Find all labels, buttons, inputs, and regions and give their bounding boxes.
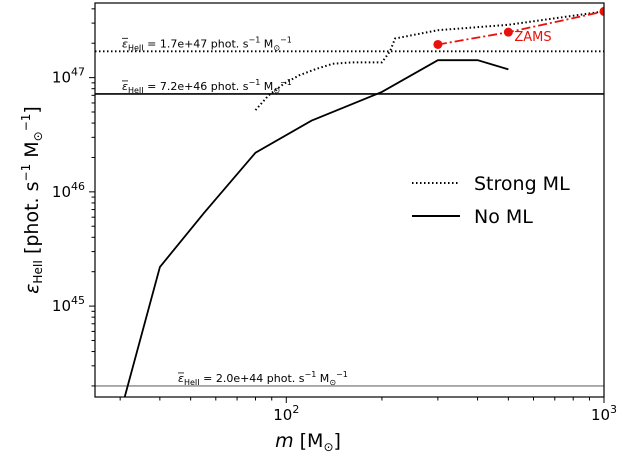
hline-label-2: εHeII = 2.0e+44 phot. s−1 M⊙−1 bbox=[178, 370, 348, 387]
hline-label-0: εHeII = 1.7e+47 phot. s−1 M⊙−1 bbox=[122, 35, 292, 52]
y-tick-label: 1045 bbox=[52, 294, 85, 315]
x-tick-label: 103 bbox=[591, 403, 617, 424]
axes: εHeII = 1.7e+47 phot. s−1 M⊙−1 εHeII = 7.… bbox=[52, 8, 617, 424]
x-tick-label: 102 bbox=[273, 403, 299, 424]
series-no-ml bbox=[123, 59, 509, 397]
zams-point bbox=[599, 6, 604, 16]
y-axis-label: εHeII [phot. s−1 M⊙−1] bbox=[19, 106, 45, 294]
legend-label: Strong ML bbox=[474, 173, 570, 195]
hline-label-1: εHeII = 7.2e+46 phot. s−1 M⊙−1 bbox=[122, 78, 292, 95]
zams-point bbox=[433, 39, 443, 49]
x-axis-label: m [M⊙] bbox=[275, 430, 341, 454]
legend: Strong ML No ML bbox=[412, 173, 570, 228]
legend-label: No ML bbox=[474, 206, 533, 228]
y-tick-label: 1047 bbox=[52, 66, 85, 87]
plot-area bbox=[95, 6, 604, 397]
zams-annotation: ZAMS bbox=[514, 30, 551, 45]
axes-frame bbox=[94, 2, 605, 398]
series-strong-ml bbox=[254, 10, 604, 111]
zams-point bbox=[503, 27, 513, 37]
y-tick-label: 1046 bbox=[52, 180, 85, 201]
